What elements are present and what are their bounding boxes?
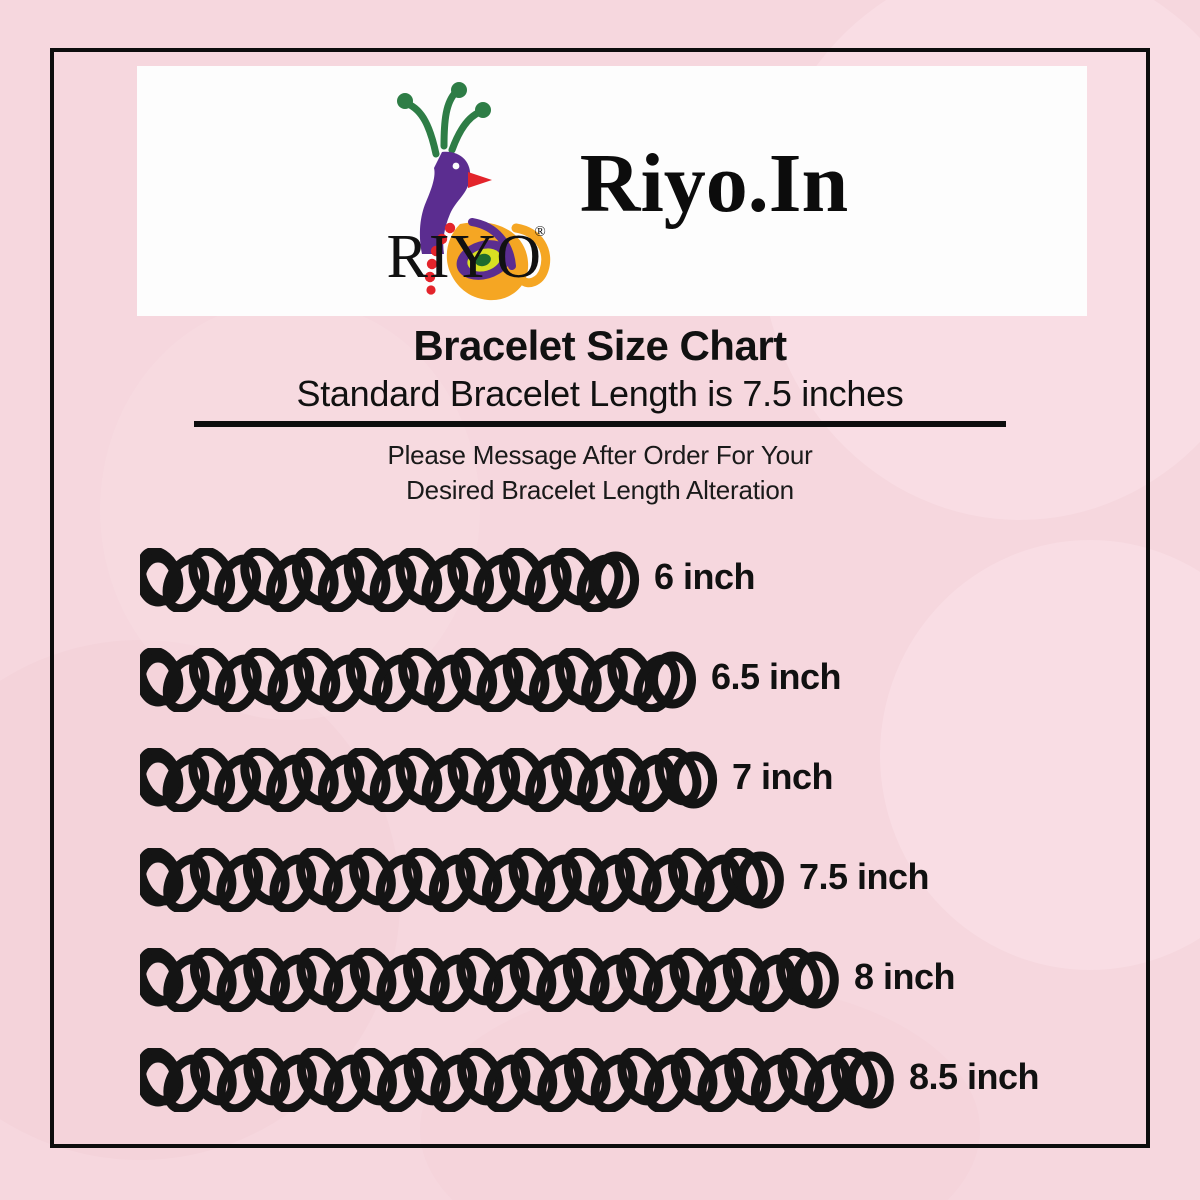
headings-block: Bracelet Size Chart Standard Bracelet Le…: [50, 322, 1150, 507]
size-row: 7.5 inch: [0, 846, 1200, 948]
size-row: 6.5 inch: [0, 646, 1200, 748]
page-title: Bracelet Size Chart: [413, 322, 787, 369]
poster-frame: [50, 48, 1150, 1148]
order-note: Please Message After Order For Your Desi…: [50, 438, 1150, 507]
size-label: 6 inch: [654, 556, 756, 597]
size-row: 8 inch: [0, 946, 1200, 1048]
registered-mark-icon: ®: [534, 224, 546, 240]
size-label: 8.5 inch: [909, 1056, 1040, 1097]
size-row: 8.5 inch: [0, 1046, 1200, 1148]
brand-name: Riyo.In: [579, 137, 849, 230]
size-row: 6 inch: [0, 546, 1200, 648]
size-label: 7.5 inch: [799, 856, 930, 897]
bracelet-chain-icon: [136, 746, 718, 814]
size-chart-rows: 6 inch 6.5 inch 7 inch 7.5 inch 8 inch 8.5 in…: [0, 546, 1200, 1148]
size-label: 7 inch: [732, 756, 834, 797]
bracelet-chain-icon: [136, 946, 840, 1014]
bracelet-chain-icon: [136, 646, 697, 714]
order-note-line-1: Please Message After Order For Your: [387, 440, 813, 471]
logo-wordmark: RIYO: [386, 223, 543, 291]
size-label: 6.5 inch: [711, 656, 842, 697]
order-note-line-2: Desired Bracelet Length Alteration: [406, 474, 794, 505]
size-label: 8 inch: [854, 956, 956, 997]
bracelet-chain-icon: [136, 546, 640, 614]
size-row: 7 inch: [0, 746, 1200, 848]
logo-panel: RIYO ® Riyo.In: [137, 66, 1087, 316]
page-subtitle: Standard Bracelet Length is 7.5 inches: [296, 373, 904, 415]
title-divider: [194, 421, 1006, 428]
bracelet-chain-icon: [136, 1046, 895, 1114]
peacock-icon: RIYO ®: [364, 76, 554, 306]
bracelet-chain-icon: [136, 846, 785, 914]
